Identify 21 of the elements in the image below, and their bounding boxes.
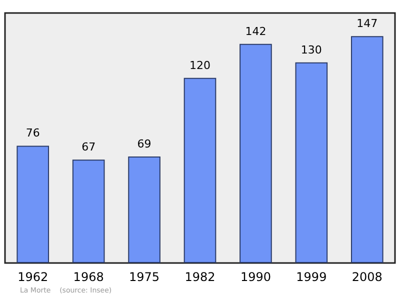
x-tick-label: 1962 <box>18 270 48 284</box>
data-label: 76 <box>26 126 40 140</box>
bar <box>16 146 50 263</box>
bar <box>72 160 105 263</box>
bar <box>240 44 272 263</box>
data-label: 130 <box>300 43 322 56</box>
x-tick-label: 1999 <box>296 270 327 284</box>
x-tick-label: 1990 <box>240 270 271 284</box>
bar <box>128 156 160 263</box>
x-tick-label: 2008 <box>352 270 382 284</box>
data-label: 69 <box>137 138 152 151</box>
bar <box>184 78 216 263</box>
x-tick-label: 1968 <box>73 270 104 284</box>
data-label: 120 <box>190 58 210 72</box>
data-label: 142 <box>245 24 266 38</box>
x-tick-label: 1982 <box>184 270 216 284</box>
bar <box>295 62 328 263</box>
x-tick-label: 1975 <box>129 270 160 284</box>
data-label: 67 <box>82 140 96 154</box>
data-label: 147 <box>356 17 378 30</box>
bar <box>350 36 384 263</box>
